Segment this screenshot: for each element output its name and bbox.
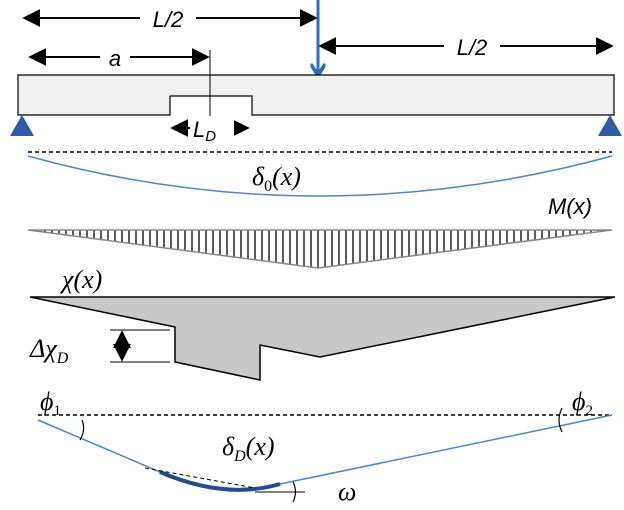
label: ω [338, 477, 356, 506]
label: L/2 [153, 7, 184, 32]
deflection-curve [37, 414, 613, 491]
deflection-curve [27, 155, 613, 197]
angle-arc [292, 481, 297, 503]
angle-arc [79, 419, 85, 441]
support [598, 115, 622, 136]
support [10, 115, 34, 136]
angle-arc [558, 407, 563, 433]
label: δD(x) [222, 432, 275, 465]
label: M(x) [548, 194, 592, 219]
curvature-diagram [29, 296, 616, 381]
tangent-line [144, 467, 256, 489]
label: χ(x) [59, 265, 102, 294]
label: ΔχD [29, 334, 69, 367]
damage-curve [159, 470, 281, 492]
label: ϕ1 [40, 387, 61, 419]
label: ϕ2 [572, 387, 593, 419]
label: a [109, 46, 121, 71]
beam [17, 74, 615, 116]
label: δ0(x) [252, 162, 301, 195]
label: LD [193, 117, 216, 145]
moment-diagram [27, 229, 613, 269]
label: L/2 [457, 35, 488, 60]
